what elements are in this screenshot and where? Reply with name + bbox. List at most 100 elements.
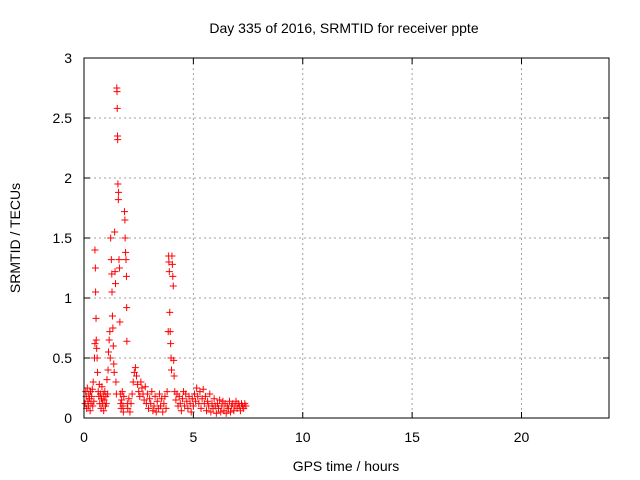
axis-ticks: 0 5 10 15 20 0 0.5 1 1.5 2 2.5 3 (53, 50, 609, 445)
data-point (114, 196, 122, 204)
data-point (122, 272, 130, 280)
data-point (199, 385, 207, 393)
data-point (112, 378, 120, 386)
data-point (131, 364, 139, 372)
data-point (122, 248, 130, 256)
data-point (122, 256, 130, 264)
data-point (93, 344, 101, 352)
data-point (100, 396, 108, 404)
data-point (169, 272, 177, 280)
data-point (155, 390, 163, 398)
data-point (107, 256, 115, 264)
data-point (120, 392, 128, 400)
data-point (210, 395, 218, 403)
data-point (184, 404, 192, 412)
data-point (170, 372, 178, 380)
data-point (89, 378, 97, 386)
data-point (90, 397, 98, 405)
data-point (111, 228, 119, 236)
data-point (166, 308, 174, 316)
data-point (217, 408, 225, 416)
data-point (113, 88, 121, 96)
data-point (203, 407, 210, 415)
y-axis-title: SRMTID / TECUs (7, 183, 23, 293)
plot-frame (83, 57, 610, 419)
data-point (98, 383, 106, 391)
data-point (172, 396, 180, 404)
data-point (112, 280, 119, 288)
data-point (91, 340, 99, 348)
data-point (128, 390, 136, 398)
y-tick-label: 0.5 (53, 350, 73, 366)
y-tick-label: 3 (64, 50, 72, 66)
data-point (89, 402, 97, 410)
data-point (119, 408, 127, 416)
data-point (125, 395, 133, 403)
y-tick-label: 1.5 (53, 230, 73, 246)
data-point (88, 392, 96, 400)
data-point (129, 378, 137, 386)
data-point (106, 354, 114, 362)
data-point (146, 395, 154, 403)
x-tick-label: 0 (80, 429, 88, 445)
data-point (130, 368, 138, 376)
data-point (201, 392, 209, 400)
data-point (150, 402, 158, 410)
data-point (159, 408, 167, 416)
data-point (113, 104, 121, 112)
data-point (153, 397, 161, 405)
data-point (207, 408, 215, 416)
data-point (151, 392, 159, 400)
y-tick-label: 2 (64, 170, 72, 186)
data-point (165, 268, 173, 276)
data-point (92, 314, 100, 322)
data-point (104, 390, 112, 398)
data-point (114, 136, 122, 144)
data-point (141, 383, 149, 391)
data-point (166, 328, 174, 336)
y-tick-label: 1 (64, 290, 72, 306)
data-point (242, 402, 250, 410)
data-point (124, 404, 132, 412)
x-tick-label: 5 (189, 429, 197, 445)
data-point (116, 318, 124, 326)
data-point (103, 376, 111, 384)
data-point (107, 234, 115, 242)
data-point (177, 407, 185, 415)
data-point (167, 340, 175, 348)
data-point (115, 256, 123, 264)
data-point (204, 397, 212, 405)
data-point (222, 409, 230, 417)
data-point (100, 407, 108, 415)
data-point (121, 216, 129, 224)
data-point (104, 366, 112, 374)
data-point (143, 390, 151, 398)
data-point (227, 408, 235, 416)
data-point (135, 388, 143, 396)
data-point (163, 388, 171, 396)
data-point (127, 400, 135, 408)
data-point (102, 400, 110, 408)
data-point (94, 368, 102, 376)
data-point (119, 402, 127, 410)
data-point (105, 348, 112, 356)
data-point (115, 264, 123, 272)
data-point (206, 390, 214, 398)
data-point (168, 260, 176, 268)
data-point (176, 400, 184, 408)
data-point (187, 408, 195, 416)
data-point (170, 356, 178, 364)
x-tick-label: 15 (404, 429, 420, 445)
data-point (137, 378, 145, 386)
data-point (110, 360, 118, 368)
data-point (108, 288, 116, 296)
data-point (109, 342, 117, 350)
data-point (106, 328, 114, 336)
data-points (81, 84, 250, 417)
data-point (140, 396, 148, 404)
data-point (152, 408, 160, 416)
data-point (168, 252, 176, 260)
data-point (120, 208, 128, 216)
data-point (216, 396, 224, 404)
